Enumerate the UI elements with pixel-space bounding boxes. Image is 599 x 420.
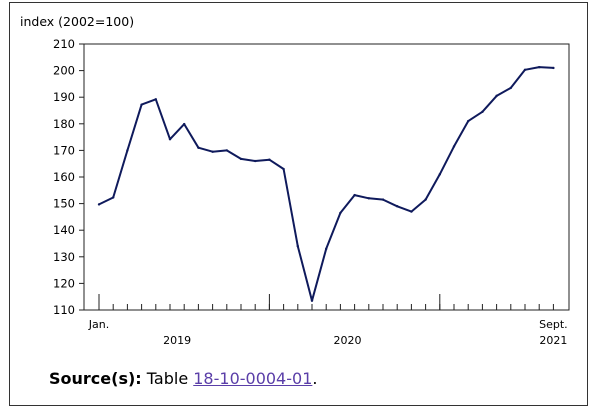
plot-area (83, 43, 570, 311)
series-layer (97, 65, 555, 302)
data-point (410, 210, 413, 213)
data-point (310, 299, 314, 302)
year-label: 2020 (334, 334, 362, 347)
data-point (452, 145, 456, 148)
chart-frame (9, 2, 588, 406)
data-point (396, 205, 399, 208)
y-tick-label: 170 (53, 143, 75, 157)
y-tick-label: 140 (53, 223, 75, 237)
data-point (523, 68, 527, 72)
data-point (168, 138, 172, 141)
x-tick-label: Jan. (88, 318, 109, 331)
data-point (325, 247, 328, 251)
data-point (112, 196, 115, 199)
data-point (225, 149, 228, 152)
data-point (140, 103, 143, 106)
data-point (509, 86, 512, 90)
y-tick-label: 180 (53, 117, 75, 131)
source-label: Source(s): (49, 369, 142, 388)
data-point (495, 94, 498, 98)
data-point (97, 203, 101, 206)
data-point (381, 198, 385, 201)
data-point (353, 193, 356, 197)
year-label: 2021 (539, 334, 567, 347)
y-tick-label: 110 (53, 303, 75, 317)
data-point (254, 159, 257, 163)
y-tick-label: 200 (53, 64, 75, 78)
y-tick-label: 130 (53, 250, 75, 264)
x-tick-label: Sept. (539, 318, 568, 331)
data-point (296, 244, 299, 248)
year-label: 2019 (163, 334, 191, 347)
data-point (197, 146, 200, 149)
series-line (98, 66, 554, 302)
source-text: Table (146, 369, 189, 388)
y-axis-title: index (2002=100) (20, 14, 135, 29)
x-axis: Jan. Sept. 2019 2020 2021 (88, 294, 568, 347)
data-point (154, 98, 157, 101)
data-point (339, 211, 342, 215)
data-point (268, 158, 271, 161)
data-point (239, 157, 243, 161)
data-point (438, 173, 441, 176)
data-point (211, 150, 214, 153)
data-point (282, 167, 285, 171)
y-tick-label: 210 (53, 37, 75, 51)
source-note: Source(s): Table 18-10-0004-01. (49, 369, 317, 388)
source-end: . (312, 369, 318, 388)
y-tick-label: 150 (53, 197, 75, 211)
data-point (183, 122, 186, 126)
data-point (126, 149, 129, 152)
data-point (481, 110, 484, 114)
source-table-link[interactable]: 18-10-0004-01 (193, 369, 313, 388)
line-chart: 110 120 130 140 150 160 170 180 190 200 210 Jan. Se… (53, 37, 570, 347)
data-point (367, 197, 370, 200)
data-point (424, 198, 427, 201)
y-tick-label: 160 (53, 170, 75, 184)
data-point (552, 66, 555, 70)
data-point (467, 119, 470, 123)
y-axis: 110 120 130 140 150 160 170 180 190 200 210 (53, 37, 84, 317)
y-tick-label: 120 (53, 276, 75, 290)
data-point (538, 65, 541, 69)
y-tick-label: 190 (53, 90, 75, 104)
